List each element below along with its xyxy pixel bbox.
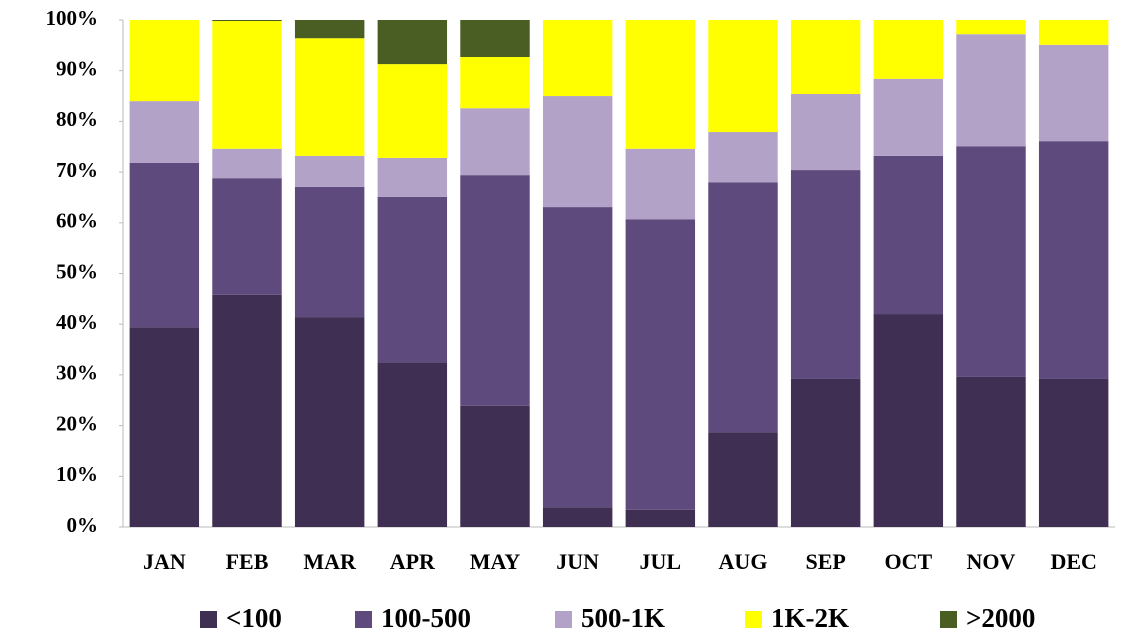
bar-segment: [956, 146, 1026, 377]
x-tick-label: MAY: [470, 549, 521, 574]
bar-segment: [129, 162, 200, 328]
y-tick-label: 100%: [46, 6, 99, 30]
bar-segment: [542, 207, 613, 508]
bar-segment: [708, 182, 778, 433]
legend-swatch: [200, 611, 217, 628]
legend-swatch: [355, 611, 372, 628]
bar-segment: [708, 132, 778, 183]
bar-segment: [294, 20, 365, 39]
x-tick-label: MAR: [303, 549, 357, 574]
bar-segment: [377, 362, 448, 527]
y-tick-label: 0%: [67, 513, 99, 537]
bar-segment: [460, 108, 530, 176]
bar-segment: [625, 219, 696, 510]
y-tick-label: 60%: [56, 209, 98, 233]
legend-label: >2000: [966, 603, 1035, 633]
bar-segment: [460, 405, 530, 527]
legend-label: 500-1K: [581, 603, 665, 633]
bar-segment: [873, 20, 944, 79]
bar-segment: [460, 20, 530, 58]
bar-segment: [542, 20, 613, 97]
bar-segment: [294, 317, 365, 527]
y-tick-label: 30%: [56, 361, 98, 385]
bar-segment: [377, 64, 448, 158]
legend-swatch: [745, 611, 762, 628]
bar-segment: [542, 507, 613, 527]
bar-segment: [460, 175, 530, 406]
bar-segment: [377, 20, 448, 65]
x-tick-label: JUN: [556, 549, 599, 574]
legend-swatch: [940, 611, 957, 628]
y-tick-label: 70%: [56, 158, 98, 182]
bar-segment: [625, 20, 696, 149]
bar-segment: [708, 20, 778, 133]
bar-segment: [129, 327, 200, 527]
bar-segment: [790, 20, 861, 95]
bar-segment: [625, 509, 696, 527]
bar-segment: [377, 196, 448, 363]
bar-segment: [956, 376, 1026, 527]
x-tick-label: JUL: [640, 549, 682, 574]
bar-segment: [1038, 141, 1109, 379]
legend-label: 100-500: [381, 603, 471, 633]
bar-segment: [1038, 378, 1109, 527]
bar-segment: [294, 186, 365, 318]
bar-segment: [294, 155, 365, 187]
x-tick-label: SEP: [805, 549, 845, 574]
bar-segment: [790, 378, 861, 527]
bar-segment: [708, 432, 778, 527]
legend-label: 1K-2K: [771, 603, 849, 633]
legend-swatch: [555, 611, 572, 628]
bar-segment: [1038, 20, 1109, 45]
bar-segment: [212, 294, 282, 527]
bar-segment: [873, 155, 944, 315]
x-tick-label: NOV: [967, 549, 1016, 574]
bar-segment: [873, 78, 944, 156]
bar-segment: [129, 101, 200, 163]
legend-label: <100: [226, 603, 282, 633]
y-tick-label: 80%: [56, 107, 98, 131]
x-tick-label: JAN: [143, 549, 186, 574]
bar-segment: [956, 34, 1026, 147]
x-tick-label: AUG: [719, 549, 768, 574]
y-tick-label: 40%: [56, 310, 98, 334]
x-tick-label: FEB: [226, 549, 269, 574]
bar-segment: [294, 38, 365, 156]
x-tick-label: DEC: [1050, 549, 1096, 574]
y-tick-label: 50%: [56, 259, 98, 283]
bar-segment: [129, 20, 200, 102]
bar-segment: [542, 96, 613, 208]
bar-segment: [625, 148, 696, 220]
y-tick-label: 10%: [56, 462, 98, 486]
bar-segment: [790, 94, 861, 171]
bar-segment: [212, 178, 282, 295]
bar-segment: [212, 20, 282, 22]
bar-segment: [873, 314, 944, 527]
bar-segment: [212, 21, 282, 149]
y-tick-label: 20%: [56, 411, 98, 435]
x-tick-label: APR: [390, 549, 436, 574]
bar-segment: [1038, 44, 1109, 142]
bar-segment: [956, 20, 1026, 35]
x-tick-label: OCT: [884, 549, 932, 574]
y-tick-label: 90%: [56, 57, 98, 81]
bar-segment: [460, 57, 530, 109]
bar-segment: [790, 170, 861, 379]
bar-segment: [212, 148, 282, 179]
bar-segment: [377, 157, 448, 197]
